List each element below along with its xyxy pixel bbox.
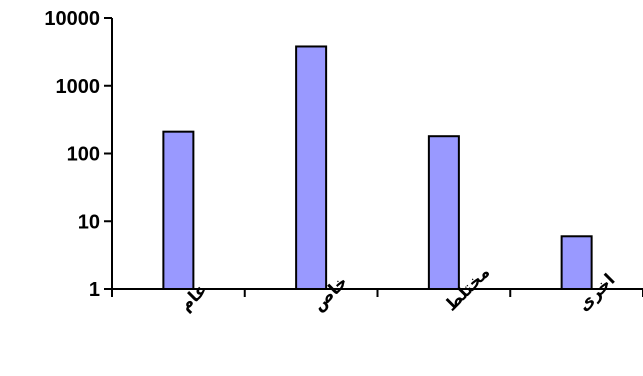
bar bbox=[427, 135, 460, 290]
bar bbox=[295, 45, 328, 290]
x-axis-ticks bbox=[111, 289, 643, 297]
y-tick-label: 1 bbox=[89, 279, 100, 301]
bar bbox=[560, 235, 593, 291]
y-tick-label: 10 bbox=[78, 211, 100, 233]
y-tick-label: 100 bbox=[67, 144, 100, 166]
y-tick-label: 10000 bbox=[44, 8, 100, 30]
y-axis-ticks bbox=[104, 17, 112, 290]
y-tick-label: 1000 bbox=[56, 76, 101, 98]
bars bbox=[162, 45, 593, 291]
y-axis-tick-labels: 1 10 100 1000 10000 bbox=[44, 8, 100, 301]
bar bbox=[162, 130, 195, 290]
